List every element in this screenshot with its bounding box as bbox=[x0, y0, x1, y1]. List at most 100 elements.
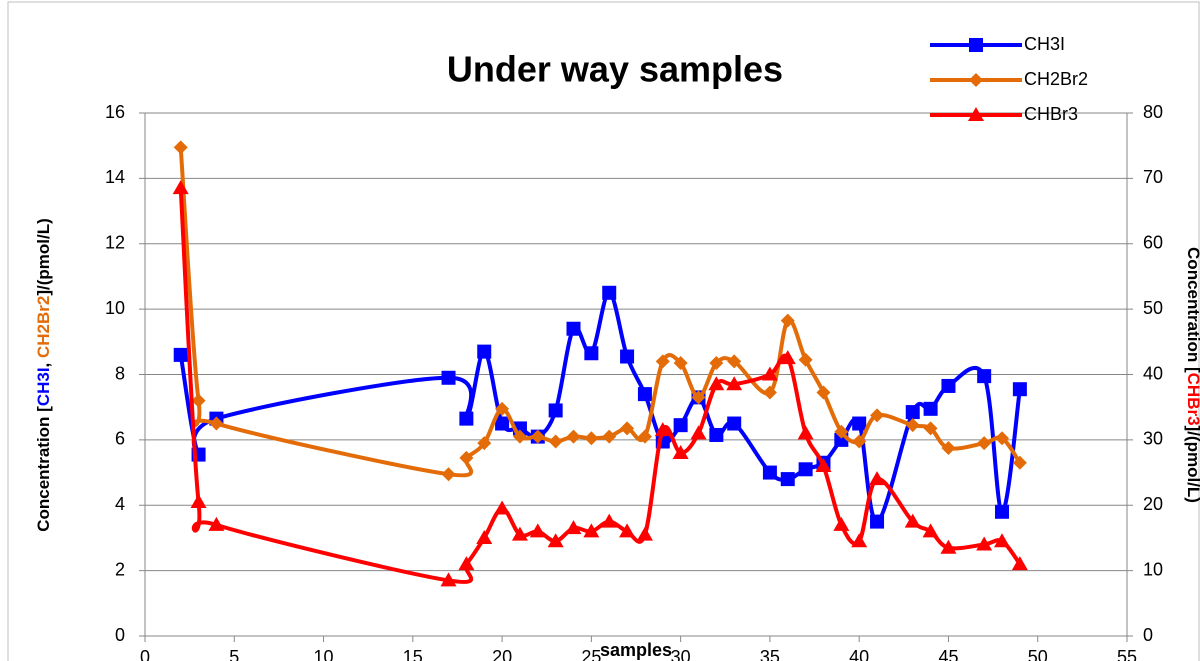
legend-label: CH2Br2 bbox=[1024, 69, 1088, 89]
x-tick-label: 15 bbox=[403, 647, 423, 661]
marker bbox=[459, 450, 474, 465]
marker bbox=[566, 429, 581, 444]
marker bbox=[173, 347, 188, 362]
marker bbox=[690, 425, 707, 440]
marker bbox=[691, 390, 706, 405]
marker bbox=[565, 520, 582, 535]
marker bbox=[923, 401, 938, 416]
marker bbox=[762, 465, 777, 480]
x-tick-label: 30 bbox=[671, 647, 691, 661]
y-tick-label: 12 bbox=[105, 233, 125, 253]
x-tick-label: 45 bbox=[938, 647, 958, 661]
marker bbox=[512, 429, 527, 444]
y-axis-title-part: CH2Br2 bbox=[34, 296, 53, 358]
legend-label: CH3I bbox=[1024, 34, 1065, 54]
marker bbox=[530, 429, 545, 444]
marker bbox=[780, 313, 795, 328]
marker bbox=[852, 434, 867, 449]
marker bbox=[477, 436, 492, 451]
y-tick-label: 16 bbox=[105, 102, 125, 122]
marker bbox=[727, 416, 742, 431]
y2-axis-title-part: Concentration [ bbox=[1184, 247, 1200, 373]
marker bbox=[673, 418, 688, 433]
y2-axis-title-part: CHBr3 bbox=[1184, 373, 1200, 426]
marker bbox=[601, 513, 618, 528]
marker bbox=[708, 376, 725, 391]
marker bbox=[208, 516, 225, 531]
y-axis-title-part: , bbox=[34, 358, 53, 367]
marker bbox=[672, 444, 689, 459]
x-axis-title: samples bbox=[600, 640, 672, 660]
marker bbox=[709, 356, 724, 371]
x-tick-label: 35 bbox=[760, 647, 780, 661]
marker bbox=[727, 354, 742, 369]
marker bbox=[969, 38, 983, 52]
marker bbox=[459, 411, 474, 426]
marker bbox=[548, 403, 563, 418]
marker bbox=[441, 370, 456, 385]
y-tick-label: 6 bbox=[115, 429, 125, 449]
marker bbox=[190, 493, 207, 508]
chart-title: Under way samples bbox=[447, 49, 783, 90]
marker bbox=[797, 425, 814, 440]
y2-tick-label: 40 bbox=[1143, 363, 1163, 383]
marker bbox=[602, 285, 617, 300]
x-tick-label: 20 bbox=[492, 647, 512, 661]
y-tick-label: 14 bbox=[105, 167, 125, 187]
marker bbox=[191, 393, 206, 408]
marker bbox=[495, 401, 510, 416]
y-axis-title-part: ]/(pmol/L) bbox=[34, 218, 53, 295]
y-tick-label: 2 bbox=[115, 559, 125, 579]
marker bbox=[905, 418, 920, 433]
x-tick-label: 40 bbox=[849, 647, 869, 661]
marker bbox=[583, 523, 600, 538]
marker bbox=[995, 431, 1010, 446]
marker bbox=[620, 421, 635, 436]
y2-tick-label: 0 bbox=[1143, 625, 1153, 645]
marker bbox=[977, 436, 992, 451]
marker bbox=[1012, 382, 1027, 397]
marker bbox=[709, 427, 724, 442]
y2-tick-label: 20 bbox=[1143, 494, 1163, 514]
marker bbox=[511, 526, 528, 541]
y2-tick-label: 80 bbox=[1143, 102, 1163, 122]
marker bbox=[923, 421, 938, 436]
marker bbox=[761, 366, 778, 381]
marker bbox=[968, 107, 984, 121]
marker bbox=[529, 523, 546, 538]
marker bbox=[619, 523, 636, 538]
marker bbox=[547, 533, 564, 548]
marker bbox=[477, 344, 492, 359]
y-axis-title-part: CH3I bbox=[34, 367, 53, 406]
marker bbox=[494, 500, 511, 515]
marker bbox=[798, 352, 813, 367]
marker bbox=[762, 385, 777, 400]
marker bbox=[673, 356, 688, 371]
marker bbox=[833, 516, 850, 531]
x-tick-label: 50 bbox=[1028, 647, 1048, 661]
x-tick-label: 10 bbox=[314, 647, 334, 661]
marker bbox=[995, 504, 1010, 519]
y2-tick-label: 70 bbox=[1143, 167, 1163, 187]
marker bbox=[495, 416, 510, 431]
y-tick-label: 4 bbox=[115, 494, 125, 514]
marker bbox=[969, 73, 983, 87]
marker bbox=[173, 140, 188, 155]
marker bbox=[620, 349, 635, 364]
marker bbox=[904, 513, 921, 528]
marker bbox=[834, 424, 849, 439]
marker bbox=[602, 429, 617, 444]
marker bbox=[780, 472, 795, 487]
marker bbox=[905, 405, 920, 420]
marker bbox=[566, 321, 581, 336]
legend-label: CHBr3 bbox=[1024, 104, 1078, 124]
y-axis-title-part: Concentration [ bbox=[34, 406, 53, 532]
marker bbox=[440, 572, 457, 587]
x-tick-label: 5 bbox=[229, 647, 239, 661]
marker bbox=[977, 369, 992, 384]
marker bbox=[815, 458, 832, 473]
y2-axis-title: Concentration [CHBr3]/(pmol/L) bbox=[1184, 247, 1200, 503]
marker bbox=[852, 416, 867, 431]
